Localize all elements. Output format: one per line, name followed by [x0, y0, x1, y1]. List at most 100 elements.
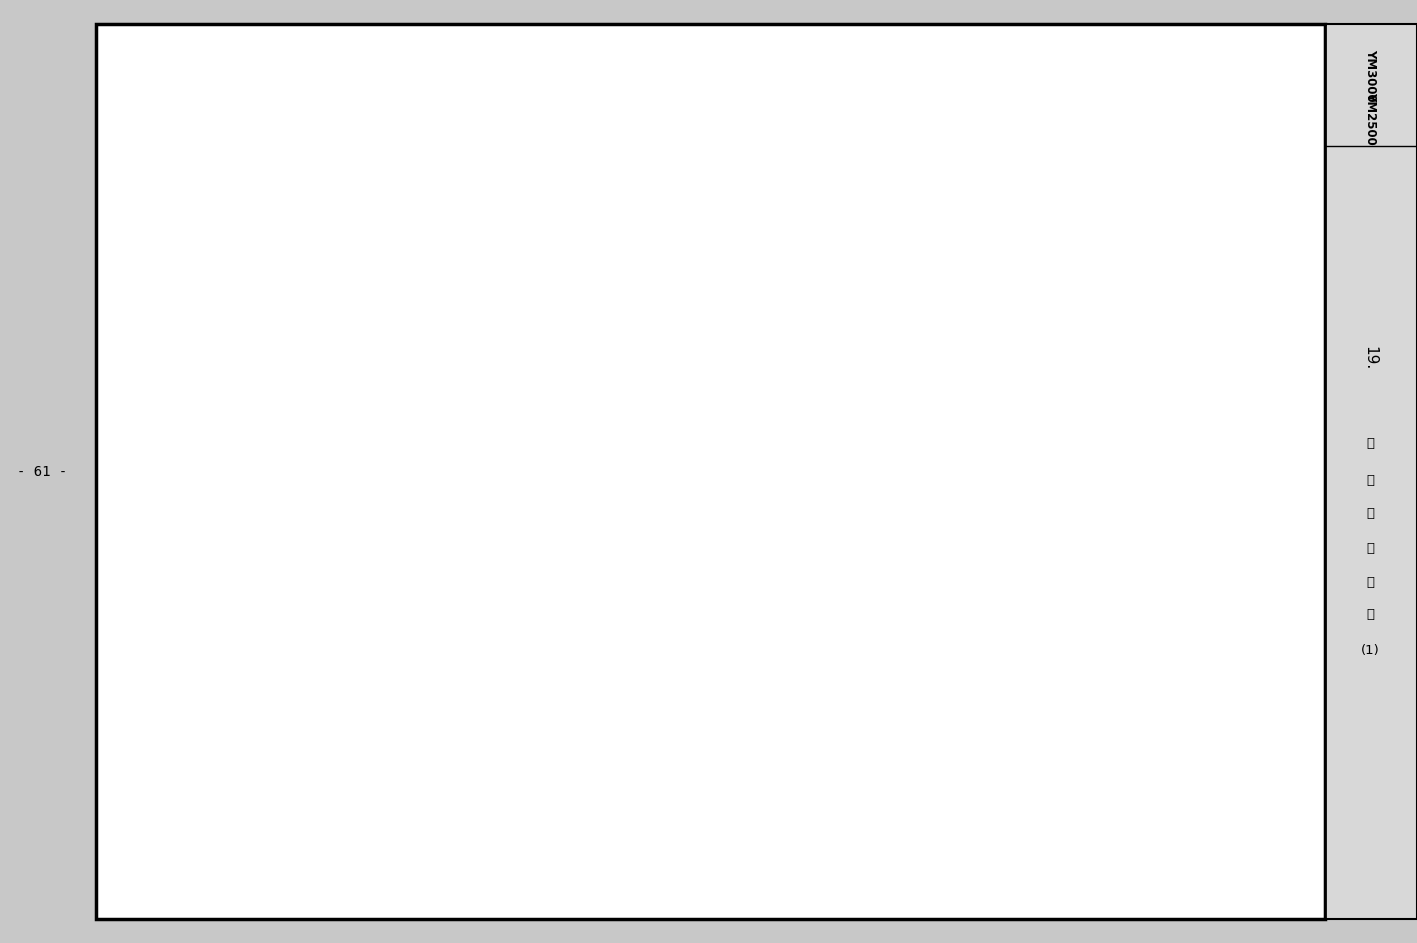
Polygon shape	[1067, 198, 1165, 302]
FancyBboxPatch shape	[512, 416, 565, 454]
Polygon shape	[367, 203, 588, 525]
Text: (1): (1)	[1360, 644, 1380, 657]
Text: 47: 47	[402, 522, 417, 532]
Text: 25: 25	[857, 835, 871, 846]
Circle shape	[922, 804, 941, 819]
Polygon shape	[606, 579, 778, 732]
Text: 24: 24	[296, 332, 309, 342]
FancyBboxPatch shape	[359, 638, 410, 661]
Text: 3-1(2): 3-1(2)	[249, 205, 282, 215]
Polygon shape	[341, 203, 434, 239]
Text: 33: 33	[605, 529, 619, 539]
Text: 29: 29	[922, 835, 937, 846]
Text: 図: 図	[1366, 576, 1374, 589]
Circle shape	[972, 761, 985, 769]
Text: 34: 34	[854, 214, 867, 223]
Circle shape	[956, 761, 969, 769]
Circle shape	[903, 809, 922, 823]
Circle shape	[519, 430, 534, 441]
Circle shape	[534, 430, 548, 441]
Text: 18: 18	[703, 810, 716, 820]
Text: 2: 2	[652, 372, 659, 383]
Text: 37: 37	[775, 169, 788, 179]
Text: 4: 4	[639, 291, 646, 302]
Circle shape	[686, 660, 711, 677]
Text: 10: 10	[517, 393, 530, 403]
Circle shape	[548, 430, 563, 441]
Circle shape	[1144, 223, 1163, 237]
Circle shape	[405, 389, 425, 403]
Text: 配: 配	[1366, 507, 1374, 521]
Circle shape	[867, 801, 886, 815]
Text: 30: 30	[870, 832, 883, 842]
Circle shape	[988, 761, 999, 769]
Text: 19.: 19.	[1363, 346, 1377, 371]
Text: 31: 31	[628, 623, 640, 634]
Text: 13: 13	[588, 498, 602, 508]
Circle shape	[565, 154, 591, 172]
Text: YM2500: YM2500	[1363, 91, 1377, 144]
Circle shape	[548, 149, 572, 167]
Text: 46: 46	[397, 501, 410, 510]
FancyBboxPatch shape	[887, 780, 913, 798]
Text: 21: 21	[289, 350, 302, 360]
Text: 電: 電	[1366, 437, 1374, 450]
Circle shape	[667, 646, 730, 691]
Text: 38: 38	[1083, 220, 1095, 230]
Text: 20: 20	[436, 556, 449, 566]
Text: 12: 12	[601, 467, 614, 476]
Text: 線: 線	[1366, 542, 1374, 555]
Polygon shape	[625, 95, 1165, 288]
Text: 8: 8	[565, 426, 572, 437]
Text: 32: 32	[611, 583, 623, 593]
Text: 40: 40	[993, 61, 1006, 72]
FancyBboxPatch shape	[404, 504, 452, 527]
Text: 9: 9	[242, 441, 249, 452]
FancyBboxPatch shape	[924, 788, 949, 806]
Text: 44: 44	[901, 537, 914, 546]
Circle shape	[852, 796, 871, 810]
Text: 27: 27	[836, 829, 850, 839]
Text: 11: 11	[621, 408, 633, 419]
Circle shape	[1010, 79, 1050, 108]
Polygon shape	[428, 216, 575, 364]
Text: 39: 39	[999, 79, 1012, 90]
Text: 7: 7	[275, 258, 282, 269]
FancyBboxPatch shape	[424, 382, 536, 467]
Text: 表: 表	[1366, 608, 1374, 621]
Text: 26: 26	[886, 829, 898, 839]
Polygon shape	[341, 239, 434, 489]
Text: 22: 22	[272, 314, 285, 324]
Text: YM3000: YM3000	[1363, 49, 1377, 102]
Text: 14: 14	[760, 773, 772, 783]
Text: 45: 45	[452, 519, 465, 528]
Circle shape	[405, 361, 425, 375]
Text: 1: 1	[529, 144, 536, 154]
Text: 23: 23	[292, 377, 306, 387]
Circle shape	[536, 159, 561, 177]
Text: - 61 -: - 61 -	[17, 465, 68, 478]
Text: 35: 35	[862, 71, 874, 80]
Circle shape	[381, 409, 405, 426]
Text: 28: 28	[985, 736, 998, 745]
Circle shape	[1136, 209, 1156, 223]
Text: 17: 17	[721, 807, 734, 817]
Text: 41: 41	[922, 554, 937, 564]
Text: 15: 15	[769, 713, 782, 723]
Circle shape	[381, 377, 405, 395]
Text: 5: 5	[526, 117, 533, 127]
Text: 16: 16	[665, 814, 677, 824]
Polygon shape	[888, 740, 975, 781]
FancyBboxPatch shape	[905, 785, 931, 802]
Circle shape	[381, 440, 405, 458]
Text: 3: 3	[499, 128, 504, 138]
FancyBboxPatch shape	[429, 519, 473, 540]
Polygon shape	[907, 104, 1054, 198]
Ellipse shape	[775, 556, 843, 602]
Text: 気: 気	[1366, 474, 1374, 488]
Text: 2-2(7): 2-2(7)	[1033, 459, 1064, 470]
Text: 36: 36	[1009, 357, 1022, 367]
FancyBboxPatch shape	[948, 740, 1015, 780]
Polygon shape	[563, 149, 1165, 802]
Ellipse shape	[507, 175, 544, 194]
